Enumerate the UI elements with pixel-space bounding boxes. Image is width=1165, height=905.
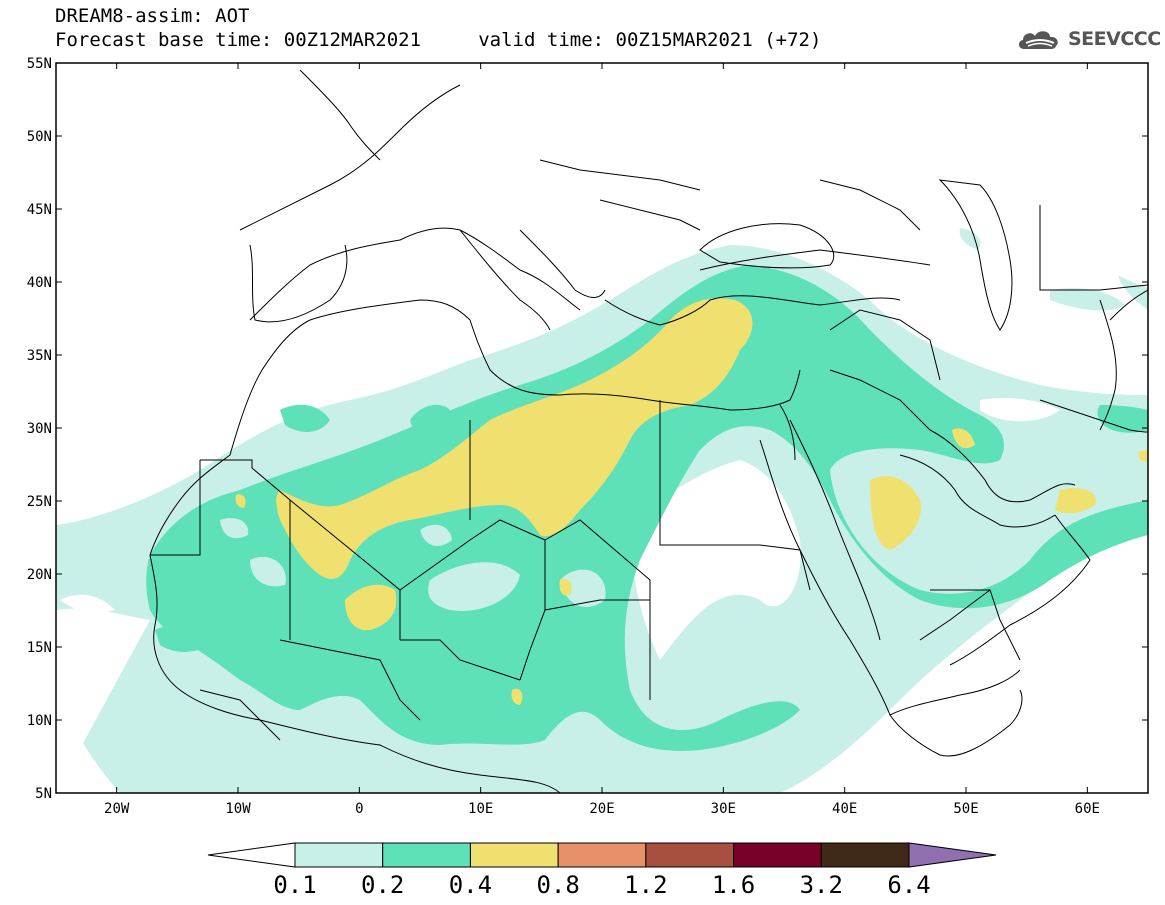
aot-contour-0.2 — [146, 265, 1148, 751]
colorbar-label: 0.4 — [449, 871, 492, 899]
lon-tick-label: 30E — [711, 801, 736, 817]
colorbar-label: 0.8 — [536, 871, 579, 899]
colorbar-label: 3.2 — [800, 871, 843, 899]
lat-tick-label: 15N — [27, 640, 52, 656]
seevccc-logo: SEEVCCC — [1016, 22, 1161, 56]
lat-tick-label: 50N — [27, 129, 52, 145]
country-borders — [150, 159, 1148, 741]
aot-contour-0.4 — [235, 298, 1148, 705]
lat-tick-label: 10N — [27, 713, 52, 729]
chart-title-line1: DREAM8-assim: AOT — [55, 5, 250, 27]
lon-tick-label: 0 — [355, 801, 363, 817]
colorbar-over-arrow — [908, 842, 997, 868]
lon-tick-label: 20E — [589, 801, 614, 817]
lon-tick-label: 40E — [832, 801, 857, 817]
lon-tick-label: 10W — [225, 801, 251, 817]
aot-lighter-patches — [220, 518, 606, 611]
colorbar-label: 1.2 — [624, 871, 667, 899]
colorbar-bin — [820, 842, 910, 868]
lat-tick-label: 20N — [27, 567, 52, 583]
chart-title-line2: Forecast base time: 00Z12MAR2021 valid t… — [55, 29, 822, 51]
lat-tick-label: 40N — [27, 275, 52, 291]
colorbar-bin — [645, 842, 735, 868]
lon-tick-label: 60E — [1075, 801, 1100, 817]
colorbar-bin — [733, 842, 822, 868]
lat-tick-label: 25N — [27, 494, 52, 510]
colorbar: 0.1 0.2 0.4 0.8 1.2 1.6 3.2 6.4 — [207, 842, 997, 899]
colorbar-label: 6.4 — [887, 871, 930, 899]
logo-text: SEEVCCC — [1068, 28, 1161, 50]
colorbar-bin — [294, 842, 384, 868]
lon-tick-label: 50E — [953, 801, 978, 817]
lat-tick-label: 30N — [27, 421, 52, 437]
lon-tick-label: 10E — [468, 801, 493, 817]
colorbar-under-arrow — [207, 842, 296, 868]
aot-clear-regions — [56, 398, 1060, 793]
longitude-axis: 20W 10W 0 10E 20E 30E 40E 50E 60E — [104, 63, 1100, 817]
colorbar-bin — [469, 842, 559, 868]
lat-tick-label: 35N — [27, 348, 52, 364]
map-plot-area — [56, 63, 1148, 793]
colorbar-label: 1.6 — [712, 871, 755, 899]
lat-tick-label: 5N — [35, 786, 52, 802]
colorbar-label: 0.2 — [361, 871, 404, 899]
coastlines — [149, 69, 1148, 793]
colorbar-bin — [382, 842, 471, 868]
cloud-logo-icon — [1018, 31, 1058, 49]
colorbar-bin — [557, 842, 647, 868]
lon-tick-label: 20W — [104, 801, 130, 817]
lat-tick-label: 45N — [27, 202, 52, 218]
lat-tick-label: 55N — [27, 56, 52, 72]
latitude-axis: 55N 50N 45N 40N 35N 30N 25N 20N 15N 10N 5N — [27, 56, 1148, 802]
colorbar-label: 0.1 — [273, 871, 316, 899]
